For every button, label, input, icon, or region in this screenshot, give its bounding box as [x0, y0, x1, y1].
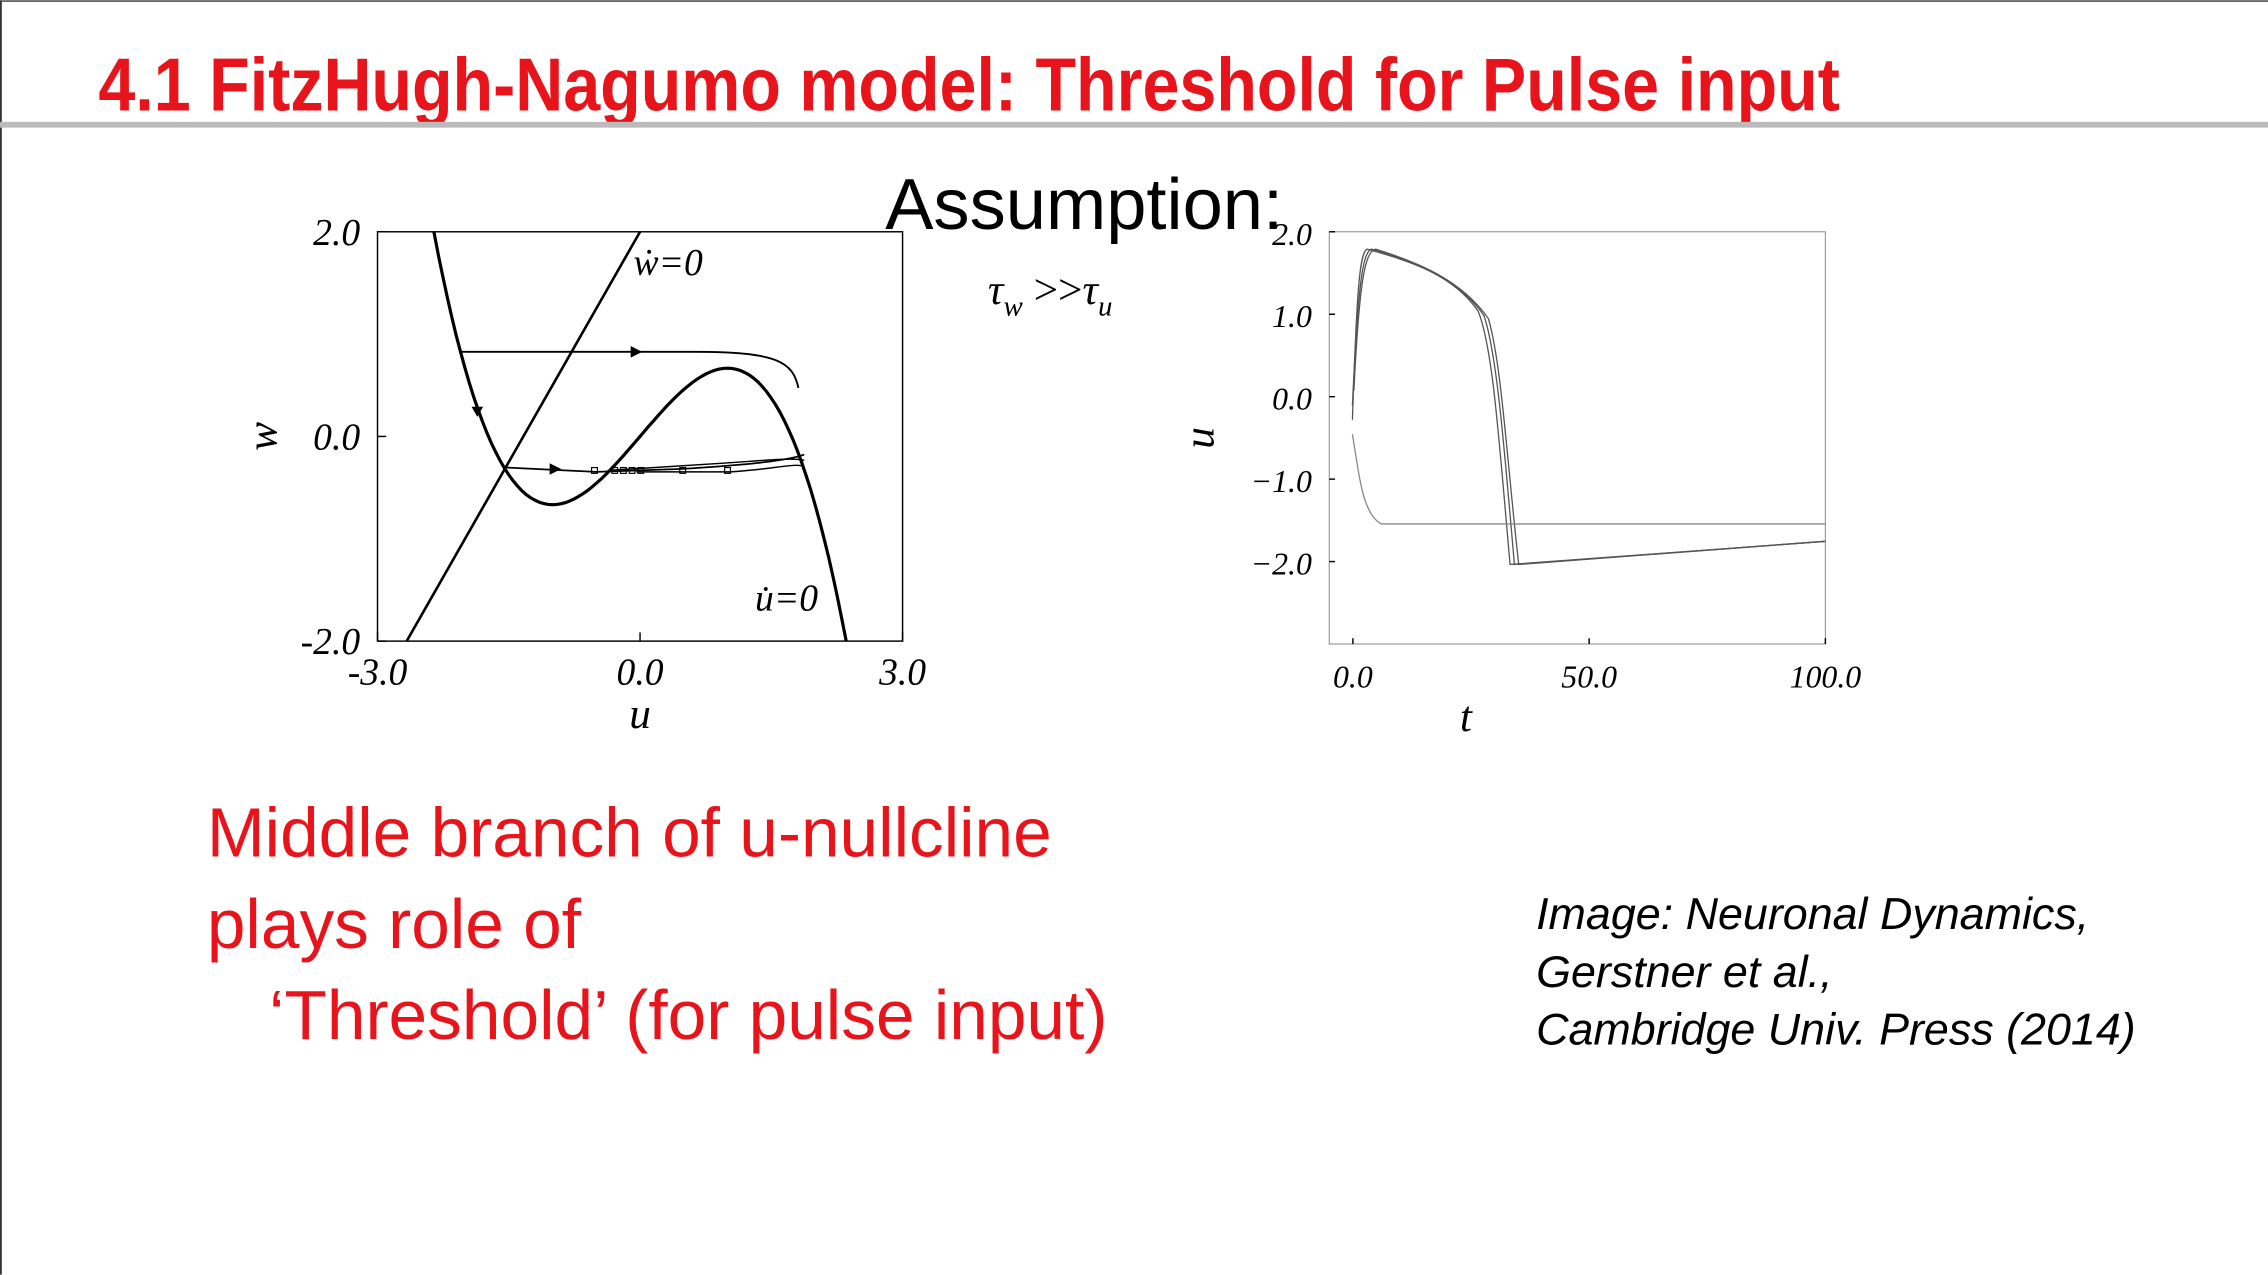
x-tick-label: 100.0	[1790, 659, 1862, 694]
slide-title: 4.1 FitzHugh-Nagumo model: Threshold for…	[98, 42, 1840, 126]
assumption-formula: τw >>τu	[988, 266, 1113, 323]
sub: w	[1003, 291, 1023, 323]
plot-frame	[1328, 231, 1826, 645]
annotation: ẇ=0	[634, 242, 703, 284]
u-nullcline	[432, 231, 848, 642]
y-tick-label: 2.0	[1272, 217, 1312, 252]
caption: Image: Neuronal Dynamics, Gerstner et al…	[1536, 888, 2136, 1055]
y-tick-label: 0.0	[1272, 382, 1312, 417]
x-tick-label: 3.0	[878, 652, 926, 694]
relation: >>	[1023, 266, 1083, 314]
x-tick-label: 0.0	[617, 652, 664, 694]
body-line: ‘Threshold’ (for pulse input)	[269, 976, 1107, 1054]
tau: τ	[1083, 266, 1100, 314]
tau: τ	[988, 266, 1005, 314]
traces	[1351, 248, 1826, 566]
caption-line: Image: Neuronal Dynamics,	[1536, 888, 2089, 939]
body-line: Middle branch of u-nullcline	[207, 794, 1052, 872]
caption-line: Cambridge Univ. Press (2014)	[1536, 1004, 2136, 1055]
y-axis-label: w	[238, 422, 286, 451]
annotation: u̇=0	[755, 578, 818, 620]
x-axis-label: u	[629, 690, 651, 738]
y-tick-label: −1.0	[1251, 464, 1312, 499]
sub: u	[1098, 291, 1112, 323]
caption-line: Gerstner et al.,	[1536, 946, 1832, 997]
pulse-markers	[591, 466, 732, 474]
y-tick-label: 0.0	[313, 416, 360, 458]
w-nullcline	[405, 231, 642, 642]
x-tick-label: 50.0	[1561, 659, 1617, 694]
y-axis-label: u	[1176, 427, 1224, 449]
y-tick-label: 2.0	[313, 212, 360, 254]
phase-plane: ẇ=0 u̇=0 -3.0 0.0 3.0 2.0 0.0 -2.0 u w	[238, 212, 926, 738]
assumption-label: Assumption:	[885, 165, 1283, 245]
time-course: 0.0 50.0 100.0 2.0 1.0 0.0 −1.0 −2.0 t u	[1176, 217, 1862, 741]
y-tick-label: -2.0	[301, 621, 361, 663]
x-tick-label: 0.0	[1333, 659, 1373, 694]
y-tick-label: −2.0	[1251, 547, 1312, 582]
x-tick-label: -3.0	[348, 652, 408, 694]
body-line: plays role of	[207, 885, 582, 963]
x-axis-label: t	[1460, 693, 1473, 741]
trajectory	[459, 350, 800, 389]
trajectory	[607, 458, 805, 472]
y-tick-label: 1.0	[1272, 299, 1312, 334]
title-rule	[0, 121, 2268, 128]
body-text: Middle branch of u-nullcline plays role …	[207, 794, 1108, 1054]
